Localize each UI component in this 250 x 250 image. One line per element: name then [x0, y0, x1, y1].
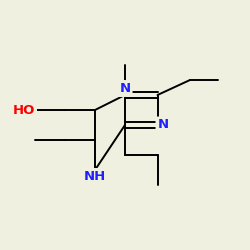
Text: N: N [120, 82, 130, 95]
Text: HO: HO [12, 104, 35, 117]
Text: HO: HO [12, 104, 35, 117]
Text: NH: NH [84, 170, 106, 183]
Text: N: N [158, 118, 168, 132]
Text: N: N [158, 118, 168, 132]
Text: NH: NH [84, 170, 106, 183]
Text: N: N [120, 82, 130, 95]
